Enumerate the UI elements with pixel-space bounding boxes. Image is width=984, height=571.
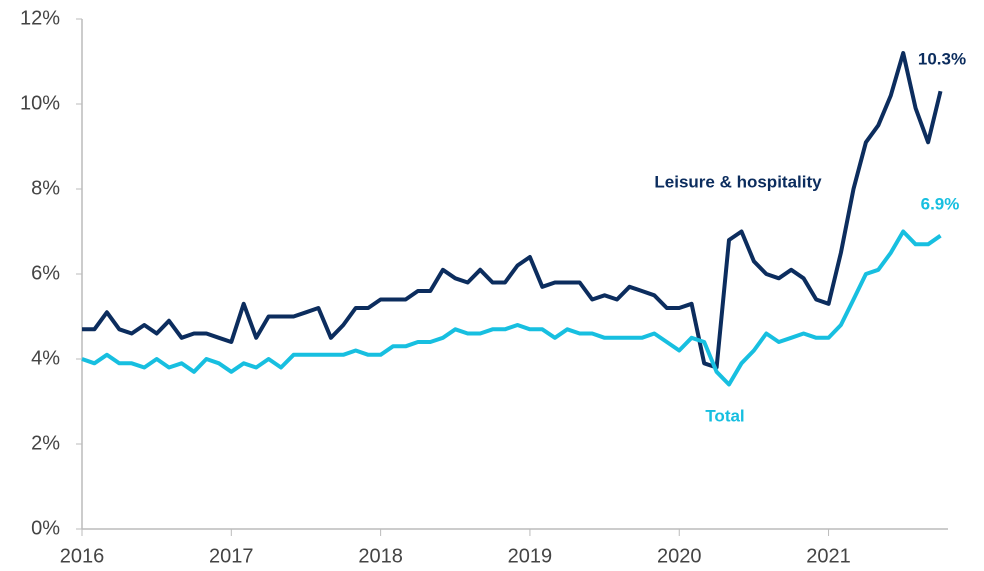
end-label: 10.3%	[918, 49, 966, 68]
y-tick-label: 12%	[20, 7, 60, 29]
y-tick-label: 0%	[31, 517, 60, 539]
x-tick-label: 2018	[358, 545, 403, 567]
x-tick-label: 2016	[60, 545, 105, 567]
y-tick-label: 10%	[20, 92, 60, 114]
series-label: Leisure & hospitality	[654, 172, 822, 191]
x-tick-label: 2021	[806, 545, 851, 567]
y-tick-label: 4%	[31, 347, 60, 369]
end-label: 6.9%	[921, 194, 960, 213]
y-tick-label: 6%	[31, 262, 60, 284]
y-tick-label: 2%	[31, 432, 60, 454]
x-tick-label: 2020	[657, 545, 702, 567]
series-label: Total	[705, 406, 744, 425]
x-tick-label: 2017	[209, 545, 254, 567]
x-tick-label: 2019	[508, 545, 553, 567]
series-line	[82, 51, 943, 370]
y-tick-label: 8%	[31, 177, 60, 199]
series-line	[81, 229, 942, 387]
